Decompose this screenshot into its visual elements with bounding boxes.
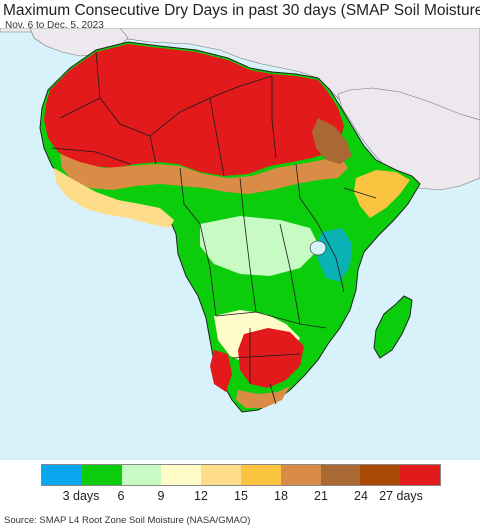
legend-labels: 3 days 6 9 12 15 18 21 24 27 days xyxy=(41,489,441,505)
date-range-subtitle: Nov. 6 to Dec. 5, 2023 xyxy=(5,20,104,31)
legend-color-bar xyxy=(41,464,441,486)
legend-label: 18 xyxy=(274,489,288,503)
legend-swatch-3 xyxy=(161,465,202,485)
sahel-transition xyxy=(60,154,348,194)
legend-label: 12 xyxy=(194,489,208,503)
congo-moist xyxy=(200,216,320,276)
ethiopia-dry xyxy=(312,118,352,164)
legend-swatch-2 xyxy=(121,465,162,485)
southern-africa-dry xyxy=(238,328,304,388)
map-title: Maximum Consecutive Dry Days in past 30 … xyxy=(3,2,480,19)
legend-swatch-4 xyxy=(201,465,241,485)
legend-label: 6 xyxy=(117,489,125,503)
south-coast-dry xyxy=(236,386,290,408)
arabian-peninsula xyxy=(337,87,480,191)
legend-swatch-1 xyxy=(81,465,122,485)
country-borders xyxy=(51,51,377,405)
africa-dry-days-map xyxy=(0,28,480,460)
legend-label: 24 xyxy=(354,489,368,503)
legend-label: 27 days xyxy=(379,489,423,503)
madagascar xyxy=(373,295,413,359)
west-coast-mixed xyxy=(54,168,174,228)
source-credit: Source: SMAP L4 Root Zone Soil Moisture … xyxy=(4,515,251,526)
legend-swatch-9 xyxy=(400,465,440,485)
legend-swatch-7 xyxy=(320,465,361,485)
namibia-dry xyxy=(210,350,232,392)
legend-label: 15 xyxy=(234,489,248,503)
legend-label: 3 days xyxy=(62,489,100,503)
east-africa-moist xyxy=(318,228,352,282)
legend-swatch-8 xyxy=(360,465,401,485)
lake-victoria xyxy=(309,240,327,256)
legend-label: 9 xyxy=(157,489,165,503)
legend-swatch-6 xyxy=(280,465,321,485)
legend-label: 21 xyxy=(314,489,328,503)
legend-swatch-0 xyxy=(42,465,82,485)
legend-swatch-5 xyxy=(240,465,281,485)
horn-dry xyxy=(354,170,410,218)
